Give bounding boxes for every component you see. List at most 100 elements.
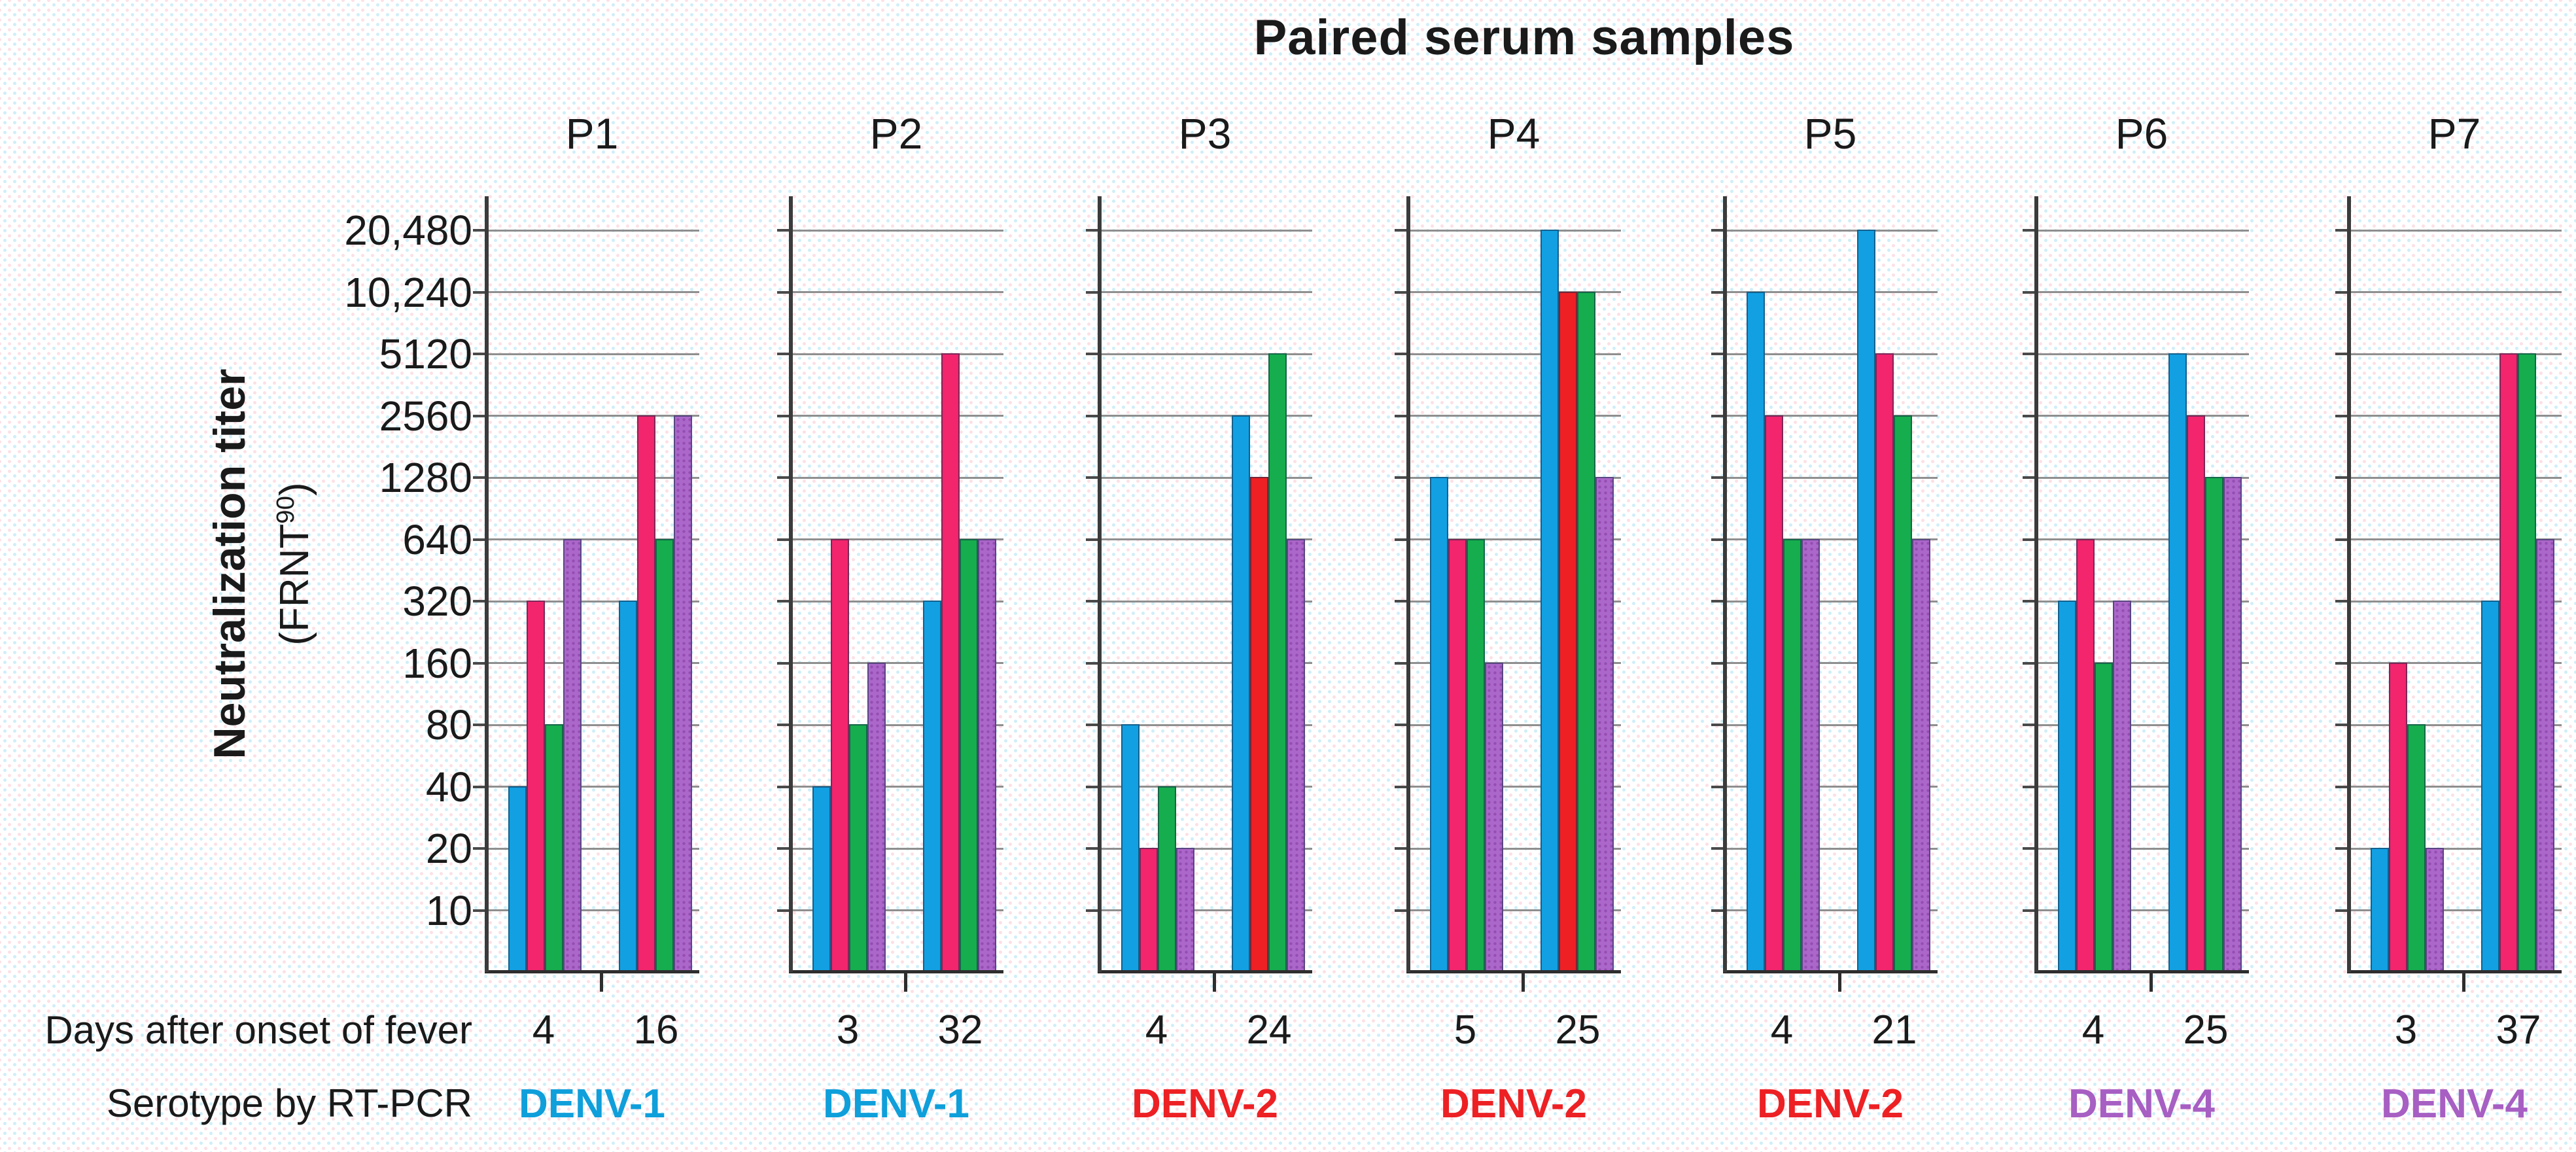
y-tick-label: 40 xyxy=(425,763,472,811)
day-after-onset-value: 3 xyxy=(2394,1007,2418,1053)
y-axis-tick xyxy=(2023,290,2034,294)
y-axis-tick xyxy=(1711,290,1723,294)
gridline-5120 xyxy=(1098,353,1312,355)
titer-bar xyxy=(1158,786,1176,971)
y-axis-tick xyxy=(2335,847,2347,850)
y-axis-tick xyxy=(2335,229,2347,232)
gridline-80 xyxy=(2034,724,2249,726)
y-axis-tick xyxy=(1086,724,1098,726)
y-axis-tick xyxy=(2023,353,2034,355)
y-axis-tick xyxy=(1395,538,1406,541)
gridline-160 xyxy=(1406,662,1621,664)
gridline-80 xyxy=(1098,724,1312,726)
titer-bar xyxy=(508,786,527,971)
gridline-80 xyxy=(1723,724,1938,726)
titer-bar xyxy=(2536,538,2554,971)
gridline-20480 xyxy=(2034,229,2249,232)
titer-bar xyxy=(2076,538,2095,971)
gridline-640 xyxy=(1406,538,1621,540)
y-axis-tick xyxy=(1711,661,1723,665)
y-axis-tick xyxy=(2335,414,2347,417)
titer-bar xyxy=(1121,724,1140,971)
gridline-40 xyxy=(1406,786,1621,788)
panel-y-axis xyxy=(1406,196,1410,972)
panel-label-p2: P2 xyxy=(869,109,923,158)
gridline-1280 xyxy=(485,476,699,479)
gridline-20 xyxy=(2347,847,2562,850)
panel-sample-divider-tick xyxy=(1213,973,1216,992)
titer-bar xyxy=(1559,291,1577,971)
y-tick-label: 2560 xyxy=(379,392,472,440)
day-after-onset-value: 4 xyxy=(2081,1007,2105,1053)
y-axis-tick xyxy=(2335,600,2347,602)
titer-bar xyxy=(674,415,692,971)
y-axis-tick xyxy=(2335,785,2347,788)
y-axis-tick xyxy=(473,290,485,294)
gridline-80 xyxy=(789,724,1003,726)
panel-baseline xyxy=(1098,970,1312,973)
y-axis-tick xyxy=(1086,290,1098,294)
gridline-1280 xyxy=(1406,476,1621,479)
day-after-onset-value: 4 xyxy=(1145,1007,1168,1053)
titer-bar xyxy=(960,538,978,971)
gridline-5120 xyxy=(789,353,1003,355)
titer-bar xyxy=(1268,353,1287,971)
y-axis-tick xyxy=(1395,476,1406,479)
gridline-80 xyxy=(485,724,699,726)
gridline-40 xyxy=(485,786,699,788)
titer-bar xyxy=(2426,848,2444,971)
day-after-onset-value: 21 xyxy=(1871,1007,1917,1053)
titer-bar xyxy=(831,538,849,971)
y-axis-tick xyxy=(1711,353,1723,355)
panel-label-p7: P7 xyxy=(2428,109,2481,158)
panel-y-axis xyxy=(789,196,793,972)
titer-bar xyxy=(1430,477,1448,971)
titer-bar xyxy=(1577,291,1595,971)
gridline-10240 xyxy=(2347,291,2562,293)
day-after-onset-value: 32 xyxy=(937,1007,983,1053)
gridline-5120 xyxy=(1723,353,1938,355)
gridline-2560 xyxy=(485,415,699,417)
panel-sample-divider-tick xyxy=(904,973,907,992)
y-tick-label: 80 xyxy=(425,701,472,748)
panel-label-p1: P1 xyxy=(565,109,619,158)
y-axis-tick xyxy=(473,600,485,602)
y-axis-tick xyxy=(473,414,485,417)
panel-label-p6: P6 xyxy=(2115,109,2168,158)
serotype-value-p3: DENV-2 xyxy=(1132,1081,1278,1126)
y-axis-tick xyxy=(2023,600,2034,602)
gridline-20480 xyxy=(789,229,1003,232)
y-axis-tick xyxy=(2335,724,2347,726)
titer-bar xyxy=(527,601,545,971)
titer-bar xyxy=(1765,415,1783,971)
titer-bar xyxy=(923,601,941,971)
y-axis-tick xyxy=(777,229,789,232)
gridline-10 xyxy=(1723,909,1938,911)
y-axis-tick xyxy=(1711,785,1723,788)
gridline-20480 xyxy=(1098,229,1312,232)
y-axis-tick xyxy=(1395,290,1406,294)
y-axis-tick xyxy=(777,290,789,294)
gridline-1280 xyxy=(2347,476,2562,479)
titer-bar xyxy=(812,786,831,971)
titer-bar xyxy=(2187,415,2205,971)
y-axis-tick xyxy=(777,785,789,788)
gridline-10240 xyxy=(485,291,699,293)
y-axis-tick xyxy=(1711,724,1723,726)
gridline-320 xyxy=(1723,600,1938,602)
gridline-40 xyxy=(1723,786,1938,788)
gridline-20 xyxy=(485,847,699,850)
titer-bar xyxy=(1250,477,1268,971)
gridline-5120 xyxy=(2347,353,2562,355)
panel-sample-divider-tick xyxy=(2462,973,2465,992)
day-after-onset-value: 24 xyxy=(1246,1007,1292,1053)
y-axis-tick xyxy=(1086,847,1098,850)
gridline-320 xyxy=(2034,600,2249,602)
gridline-20 xyxy=(2034,847,2249,850)
y-axis-tick xyxy=(777,414,789,417)
y-axis-tick xyxy=(1395,661,1406,665)
y-axis-tick xyxy=(1395,229,1406,232)
panel-plot-p2 xyxy=(777,196,1003,992)
y-tick-label: 1280 xyxy=(379,454,472,501)
gridline-80 xyxy=(1406,724,1621,726)
